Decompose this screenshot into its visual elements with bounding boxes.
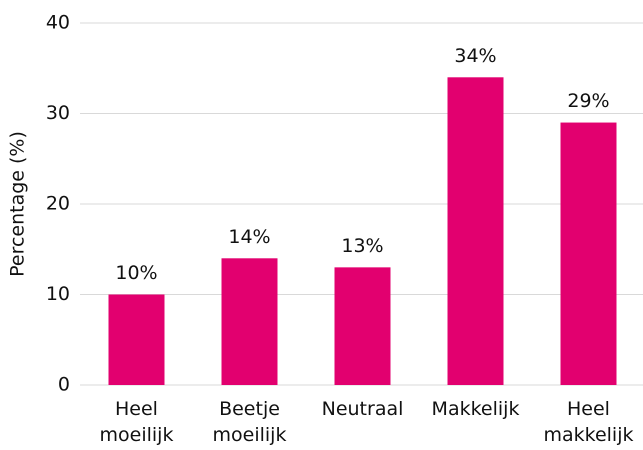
value-label: 29% xyxy=(567,90,609,112)
bar xyxy=(334,267,391,385)
y-tick-label: 10 xyxy=(46,283,70,305)
value-label: 34% xyxy=(454,45,496,67)
x-tick-label: Neutraal xyxy=(321,398,404,420)
x-tick-label: Heel makkelijk xyxy=(543,398,634,446)
y-tick-label: 0 xyxy=(58,374,70,396)
x-tick-label: Makkelijk xyxy=(431,398,520,420)
x-tick-label: Beetje moeilijk xyxy=(212,398,287,446)
y-tick-label: 20 xyxy=(46,193,70,215)
value-label: 13% xyxy=(341,235,383,257)
y-tick-label: 40 xyxy=(46,12,70,34)
bar xyxy=(221,258,278,385)
value-label: 14% xyxy=(228,226,270,248)
x-tick-label: Heel moeilijk xyxy=(99,398,174,446)
bar xyxy=(447,77,504,386)
y-axis-label: Percentage (%) xyxy=(7,131,29,277)
bar xyxy=(108,294,165,385)
bar xyxy=(560,122,617,386)
y-tick-label: 30 xyxy=(46,102,70,124)
value-label: 10% xyxy=(115,262,157,284)
